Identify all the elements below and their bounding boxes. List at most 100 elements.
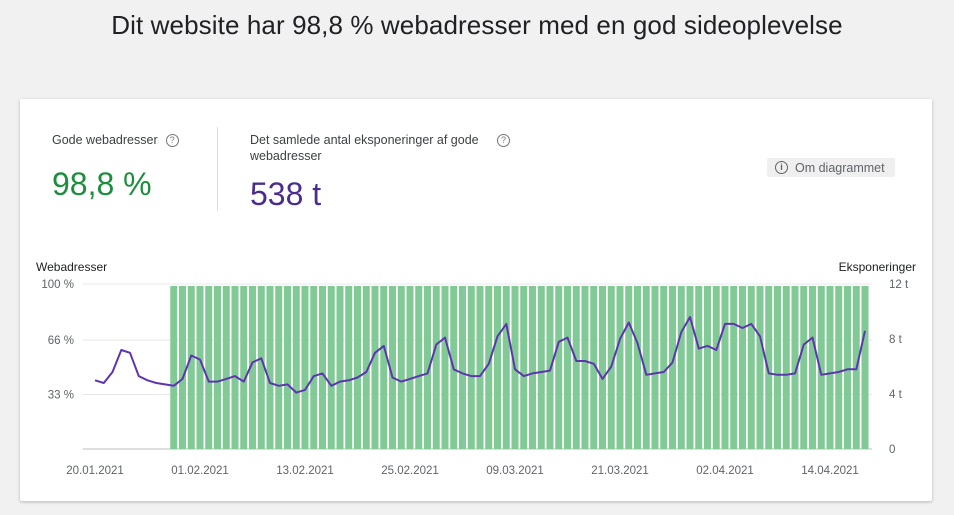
bar	[362, 285, 370, 449]
right-tick-label: 0	[889, 444, 895, 456]
help-icon[interactable]: ?	[165, 134, 179, 147]
right-axis-title: Eksponeringer	[839, 260, 916, 274]
right-tick-label: 4 t	[889, 389, 903, 401]
bar	[835, 285, 843, 449]
bar	[861, 285, 869, 449]
bar	[257, 285, 265, 449]
bar	[406, 285, 414, 449]
left-axis-title: Webadresser	[36, 260, 107, 274]
bar	[354, 285, 361, 449]
metric-good-urls-label: Gode webadresser	[52, 133, 158, 147]
left-tick-label: 100 %	[41, 279, 74, 291]
metric-impressions-label: Det samlede antal eksponeringer af gode …	[250, 133, 479, 163]
bar	[476, 285, 484, 449]
bar	[686, 285, 694, 449]
bar	[397, 285, 405, 449]
bar	[660, 285, 668, 449]
bar	[205, 285, 213, 449]
about-chart-button[interactable]: i Om diagrammet	[767, 158, 895, 177]
bar	[459, 285, 466, 449]
bar	[756, 285, 764, 449]
bar	[170, 285, 178, 449]
bar	[599, 285, 606, 449]
x-tick-label: 21.03.2021	[591, 465, 649, 477]
bar	[424, 285, 431, 449]
right-tick-label: 12 t	[889, 279, 909, 291]
bar	[196, 285, 204, 449]
bar	[292, 285, 300, 449]
x-tick-label: 01.02.2021	[171, 465, 229, 477]
metric-impressions[interactable]: Det samlede antal eksponeringer af gode …	[250, 132, 510, 213]
bar	[266, 285, 274, 449]
bar	[310, 285, 318, 449]
bar	[616, 285, 624, 449]
bar	[651, 285, 659, 449]
bar	[371, 285, 379, 449]
bar	[625, 285, 633, 449]
right-tick-label: 8 t	[889, 334, 903, 346]
left-tick-label: 66 %	[48, 335, 74, 347]
bar	[275, 285, 283, 449]
bar	[642, 285, 650, 449]
bar	[774, 285, 781, 449]
bar	[572, 285, 580, 449]
bar	[187, 285, 195, 449]
bar	[747, 285, 755, 449]
bar	[389, 285, 396, 449]
bar	[494, 285, 501, 449]
about-chart-label: Om diagrammet	[795, 160, 885, 175]
bar	[240, 285, 248, 449]
x-tick-label: 13.02.2021	[276, 465, 334, 477]
bar	[721, 285, 729, 449]
metric-good-urls[interactable]: Gode webadresser ? 98,8 %	[52, 132, 179, 203]
x-tick-label: 25.02.2021	[381, 465, 439, 477]
bar	[564, 285, 571, 449]
bar	[214, 285, 221, 449]
bar	[380, 285, 388, 449]
page-headline: Dit website har 98,8 % webadresser med e…	[111, 10, 843, 40]
bar	[415, 285, 423, 449]
bar	[520, 285, 528, 449]
metric-divider	[217, 127, 218, 211]
bar	[669, 285, 676, 449]
bar	[327, 285, 335, 449]
impressions-line	[94, 316, 866, 394]
bar	[345, 285, 353, 449]
bar	[336, 285, 344, 449]
bar	[704, 285, 711, 449]
bar	[529, 285, 536, 449]
bar	[581, 285, 589, 449]
bar	[467, 285, 475, 449]
bar	[590, 285, 598, 449]
bar	[432, 285, 440, 449]
info-icon: i	[775, 161, 788, 174]
x-tick-label: 20.01.2021	[66, 465, 124, 477]
bar	[712, 285, 720, 449]
x-tick-label: 09.03.2021	[486, 465, 544, 477]
bar	[782, 285, 790, 449]
bar	[485, 285, 493, 449]
bar	[222, 285, 230, 449]
bar	[502, 285, 510, 449]
bar	[809, 285, 816, 449]
bar	[730, 285, 738, 449]
metric-impressions-value: 538 t	[250, 176, 322, 212]
bar	[677, 285, 685, 449]
bar	[319, 285, 326, 449]
x-tick-label: 02.04.2021	[696, 465, 754, 477]
bar	[695, 285, 703, 449]
bar	[817, 285, 825, 449]
bar	[537, 285, 545, 449]
bar	[249, 285, 256, 449]
bar	[844, 285, 851, 449]
bar	[555, 285, 563, 449]
help-icon[interactable]: ?	[497, 134, 510, 147]
metric-good-urls-value: 98,8 %	[52, 166, 152, 202]
x-tick-label: 14.04.2021	[801, 465, 859, 477]
bar	[301, 285, 309, 449]
bar	[179, 285, 186, 449]
bar	[765, 285, 773, 449]
bar	[231, 285, 239, 449]
bar	[441, 285, 449, 449]
